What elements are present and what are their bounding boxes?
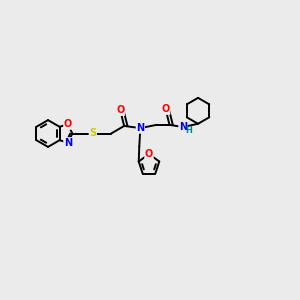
Text: S: S [89,128,96,139]
Text: N: N [136,123,144,133]
Text: O: O [161,104,170,114]
Text: N: N [179,122,187,132]
Text: N: N [64,138,72,148]
Text: O: O [145,149,153,159]
Text: O: O [64,119,72,129]
Text: H: H [185,126,192,135]
Text: O: O [116,105,124,116]
